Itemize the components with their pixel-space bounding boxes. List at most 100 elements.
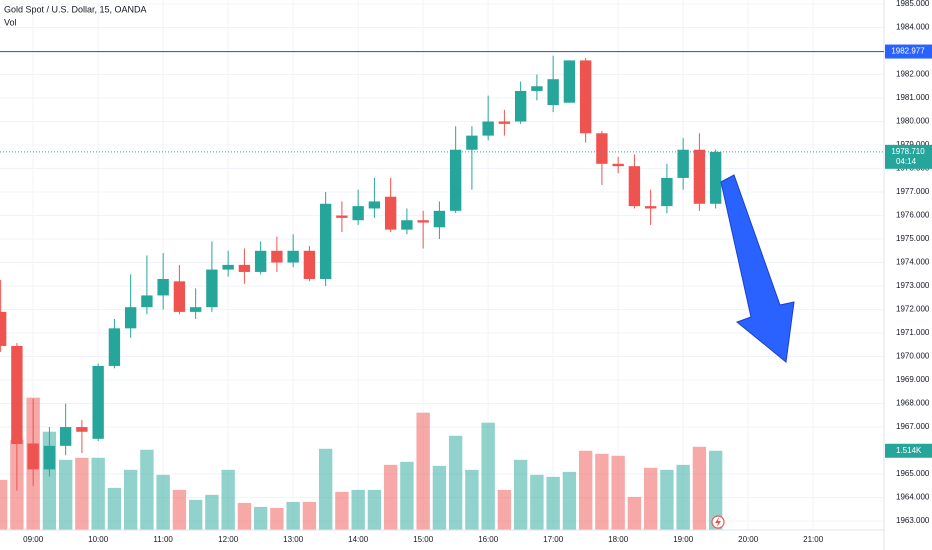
y-tick-label: 1980.000	[896, 117, 930, 126]
volume-bar	[188, 499, 203, 530]
candle-body	[368, 201, 381, 209]
candle-body	[628, 166, 641, 207]
y-tick-label: 1975.000	[896, 234, 930, 243]
volume-bar	[270, 507, 284, 530]
candle-body	[92, 365, 104, 439]
candle-body	[401, 220, 413, 230]
x-tick-label: 20:00	[738, 535, 759, 544]
volume-bar	[676, 464, 690, 530]
candle-body	[579, 60, 592, 134]
y-tick-label: 1971.000	[896, 328, 930, 337]
candles	[0, 55, 722, 491]
y-tick-label: 1967.000	[896, 422, 930, 431]
candle-body	[59, 427, 72, 446]
volume-bar	[58, 459, 73, 530]
last-price-badge	[885, 144, 932, 169]
volume-bar	[383, 464, 398, 530]
candle-body	[547, 79, 559, 106]
candle-body	[0, 311, 7, 346]
volume-bar	[546, 476, 560, 530]
volume-bar	[302, 501, 317, 530]
x-tick-label: 19:00	[673, 535, 694, 544]
countdown: 04:14	[896, 157, 917, 166]
x-tick-label: 15:00	[413, 535, 434, 544]
candle-body	[677, 149, 689, 178]
volume-bar	[221, 469, 235, 530]
candle-body	[319, 203, 332, 279]
volume-bar	[497, 489, 512, 530]
volume-bar	[335, 491, 349, 530]
volume-bar	[692, 446, 707, 530]
volume-bar	[416, 412, 430, 530]
candle-body	[693, 149, 706, 204]
volume-bar	[708, 450, 723, 530]
candle-body	[43, 445, 56, 470]
candle-body	[238, 264, 251, 272]
volume-bar	[627, 496, 642, 530]
candle-body	[141, 295, 153, 308]
candle-body	[531, 86, 543, 91]
candle-body	[449, 149, 462, 211]
x-tick-label: 21:00	[803, 535, 824, 544]
volume-bar	[578, 450, 593, 530]
y-tick-label: 1970.000	[896, 352, 930, 361]
x-tick-label: 14:00	[348, 535, 369, 544]
volume-bar	[286, 501, 300, 530]
volume-bar	[367, 489, 382, 530]
x-tick-label: 17:00	[543, 535, 564, 544]
x-tick-label: 13:00	[283, 535, 304, 544]
x-tick-label: 10:00	[88, 535, 109, 544]
y-tick-label: 1974.000	[896, 258, 930, 267]
candle-body	[498, 121, 511, 124]
y-tick-label: 1981.000	[896, 93, 930, 102]
x-tick-label: 12:00	[218, 535, 239, 544]
y-tick-label: 1968.000	[896, 399, 930, 408]
volume-pane	[0, 397, 723, 530]
y-tick-label: 1965.000	[896, 469, 930, 478]
volume-bar	[253, 506, 268, 530]
last-price-label: 1978.710	[891, 147, 925, 156]
volume-bar	[611, 455, 625, 530]
volume-bar	[205, 494, 219, 530]
volume-bar	[75, 457, 89, 530]
volume-label: Vol	[4, 17, 17, 27]
candle-body	[482, 121, 494, 136]
candle-body	[661, 177, 673, 207]
y-tick-label: 1985.000	[896, 0, 930, 8]
candle-body	[254, 250, 267, 272]
candle-body	[157, 278, 169, 296]
volume-bar	[465, 469, 479, 530]
x-tick-label: 18:00	[608, 535, 629, 544]
y-tick-label: 1973.000	[896, 281, 930, 290]
chart-title: Gold Spot / U.S. Dollar, 15, OANDA	[4, 4, 147, 14]
candle-body	[384, 196, 397, 230]
candle-body	[417, 220, 429, 223]
candle-body	[189, 307, 202, 312]
volume-bar	[172, 489, 187, 530]
volume-bar	[595, 453, 609, 530]
volume-bar	[140, 449, 154, 530]
volume-bar	[351, 489, 365, 530]
candle-body	[612, 163, 624, 167]
arrow-annotation	[720, 174, 795, 363]
y-tick-label: 1964.000	[896, 493, 930, 502]
y-tick-label: 1969.000	[896, 375, 930, 384]
candle-body	[596, 133, 608, 164]
x-tick-label: 11:00	[153, 535, 173, 544]
y-tick-label: 1979.000	[896, 140, 930, 149]
price-line-label: 1982.977	[891, 47, 925, 56]
candle-body	[563, 60, 576, 103]
candle-body	[466, 135, 478, 150]
volume-bar	[107, 487, 122, 530]
candle-body	[709, 151, 722, 204]
volume-bar	[513, 459, 528, 530]
candle-body	[124, 307, 137, 329]
volume-bar	[481, 422, 495, 530]
candle-body	[76, 427, 88, 432]
replay-icon	[711, 515, 725, 529]
candle-body	[27, 443, 39, 470]
candle-body	[108, 328, 121, 366]
candle-body	[271, 250, 283, 263]
